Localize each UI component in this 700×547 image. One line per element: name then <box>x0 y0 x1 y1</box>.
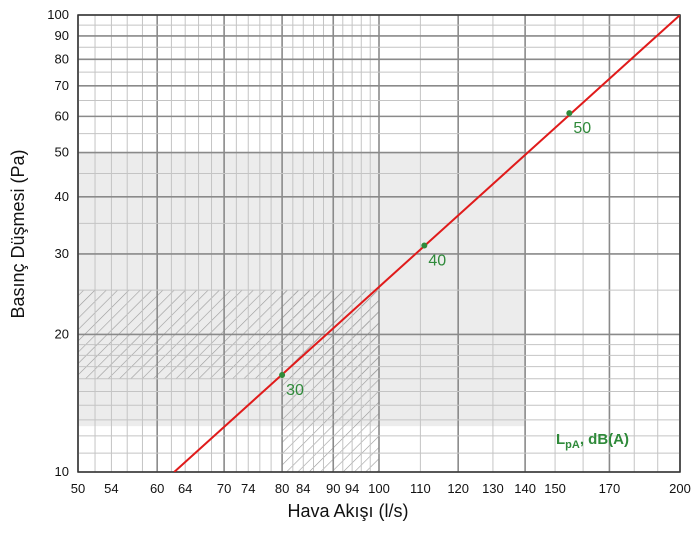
y-tick-label: 50 <box>55 145 69 160</box>
x-tick-label: 200 <box>669 481 691 496</box>
x-tick-label: 50 <box>71 481 85 496</box>
y-tick-label: 30 <box>55 246 69 261</box>
x-tick-label: 170 <box>599 481 621 496</box>
plot-frame <box>77 14 681 473</box>
x-tick-label: 140 <box>514 481 536 496</box>
y-tick-label: 40 <box>55 189 69 204</box>
chart-regions <box>78 152 526 472</box>
data-point-label-30: 30 <box>286 382 304 399</box>
x-tick-label: 100 <box>368 481 390 496</box>
y-tick-label: 90 <box>55 28 69 43</box>
legend-subscript: pA <box>565 439 580 451</box>
x-tick-label: 64 <box>178 481 192 496</box>
hatched-region-2 <box>282 290 379 472</box>
y-tick-labels: 10 20 30 40 50 60 70 80 90 100 <box>47 7 69 479</box>
x-tick-label: 84 <box>296 481 310 496</box>
data-point-label-40: 40 <box>428 253 446 270</box>
y-tick-label: 20 <box>55 326 69 341</box>
x-tick-label: 110 <box>410 481 431 496</box>
x-tick-label: 94 <box>345 481 359 496</box>
y-tick-label: 70 <box>55 78 69 93</box>
x-tick-label: 120 <box>447 481 469 496</box>
y-axis-title: Basınç Düşmesi (Pa) <box>8 149 28 318</box>
y-tick-label: 10 <box>55 464 69 479</box>
legend-main: L <box>556 431 565 448</box>
x-tick-label: 70 <box>217 481 231 496</box>
x-tick-label: 150 <box>544 481 566 496</box>
data-point-50 <box>566 110 573 117</box>
x-axis-title: Hava Akışı (l/s) <box>287 501 408 521</box>
y-tick-label: 100 <box>47 7 69 22</box>
x-tick-label: 90 <box>326 481 340 496</box>
x-tick-label: 54 <box>104 481 118 496</box>
x-tick-label: 60 <box>150 481 164 496</box>
x-tick-labels: 50 54 60 64 70 74 80 84 90 94 100 110 120 130 140 150 17… <box>71 481 691 496</box>
data-point-label-50: 50 <box>573 120 591 137</box>
x-tick-label: 130 <box>482 481 504 496</box>
data-point-30 <box>279 372 286 379</box>
data-point-40 <box>421 242 428 249</box>
series-line-0 <box>173 15 680 472</box>
x-tick-label: 74 <box>241 481 255 496</box>
data-points: 30 40 50 <box>279 110 591 399</box>
y-tick-label: 80 <box>55 51 69 66</box>
x-tick-label: 80 <box>275 481 289 496</box>
y-tick-label: 60 <box>55 108 69 123</box>
data-series <box>173 15 680 472</box>
legend-label: LpA, dB(A) <box>556 431 629 451</box>
legend-rest: , dB(A) <box>580 431 629 448</box>
